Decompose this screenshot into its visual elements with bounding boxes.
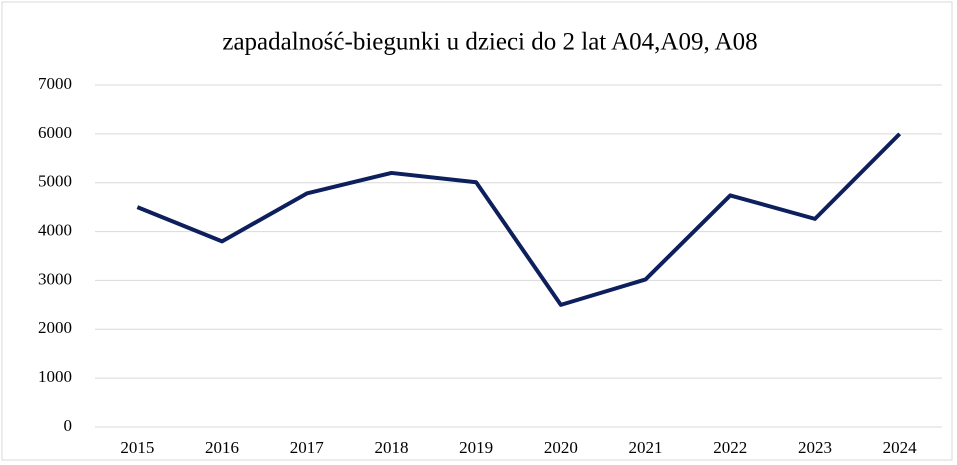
y-tick-label: 5000 <box>38 172 72 191</box>
y-tick-label: 7000 <box>38 74 72 93</box>
y-tick-label: 4000 <box>38 220 72 239</box>
x-tick-label: 2018 <box>374 438 408 457</box>
y-tick-label: 0 <box>64 416 73 435</box>
x-tick-label: 2021 <box>629 438 663 457</box>
y-tick-label: 6000 <box>38 123 72 142</box>
y-tick-label: 2000 <box>38 318 72 337</box>
x-tick-label: 2017 <box>290 438 325 457</box>
y-tick-label: 1000 <box>38 367 72 386</box>
x-tick-label: 2015 <box>120 438 154 457</box>
x-tick-label: 2019 <box>459 438 493 457</box>
x-tick-label: 2016 <box>205 438 239 457</box>
x-tick-label: 2023 <box>798 438 832 457</box>
y-tick-label: 3000 <box>38 269 72 288</box>
x-tick-label: 2024 <box>883 438 918 457</box>
x-tick-label: 2022 <box>713 438 747 457</box>
chart-title: zapadalność-biegunki u dzieci do 2 lat A… <box>222 29 757 56</box>
x-tick-label: 2020 <box>544 438 578 457</box>
data-line <box>136 132 902 307</box>
